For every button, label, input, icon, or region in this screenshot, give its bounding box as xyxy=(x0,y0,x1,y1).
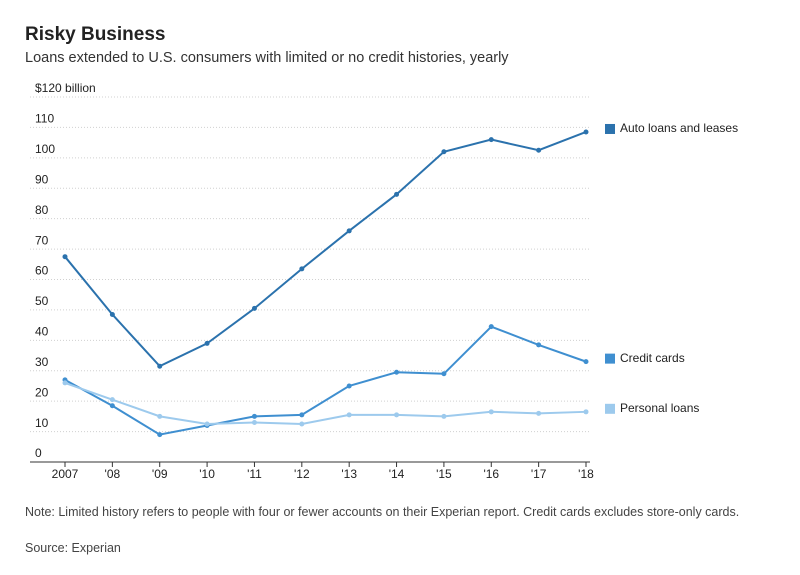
y-tick-label: 60 xyxy=(35,264,49,278)
data-point xyxy=(62,380,68,386)
legend-label: Personal loans xyxy=(620,401,699,415)
x-tick-label: '15 xyxy=(436,467,452,481)
data-point xyxy=(299,266,305,272)
chart-title: Risky Business xyxy=(25,24,166,45)
y-tick-label: 20 xyxy=(35,385,49,399)
data-point xyxy=(394,412,400,418)
chart: 0 10 20 30 40 50 60 70 80 90 100 110 $120 billion 200… xyxy=(30,81,738,481)
data-point xyxy=(157,432,163,438)
y-tick-label: 80 xyxy=(35,203,49,217)
x-tick-label: '11 xyxy=(247,467,262,481)
source: Source: Experian xyxy=(25,541,121,555)
data-point xyxy=(204,421,210,427)
data-point xyxy=(536,342,542,348)
data-point xyxy=(204,340,210,346)
legend-swatch xyxy=(605,403,615,414)
data-point xyxy=(583,409,589,415)
data-point xyxy=(157,363,163,369)
data-point xyxy=(488,409,494,415)
y-tick-label: 0 xyxy=(35,446,42,460)
data-point xyxy=(299,412,305,418)
y-tick-label: 50 xyxy=(35,294,49,308)
data-point xyxy=(441,149,447,155)
data-point xyxy=(251,419,257,425)
series-line xyxy=(64,381,587,425)
data-point xyxy=(583,359,589,365)
data-point xyxy=(583,129,589,135)
series-line xyxy=(64,131,587,368)
x-tick-label: '08 xyxy=(105,467,121,481)
data-point xyxy=(346,412,352,418)
data-point xyxy=(394,191,400,197)
y-tick-label: 40 xyxy=(35,325,49,339)
y-tick-label: 110 xyxy=(35,112,54,126)
y-tick-label: 30 xyxy=(35,355,49,369)
x-tick-label: '13 xyxy=(341,467,357,481)
series-line xyxy=(64,325,587,436)
data-point xyxy=(251,413,257,419)
data-point xyxy=(109,403,115,409)
data-point xyxy=(109,311,115,317)
data-point xyxy=(536,147,542,153)
data-point xyxy=(346,383,352,389)
x-tick-label: '14 xyxy=(389,467,405,481)
data-point xyxy=(488,137,494,143)
note: Note: Limited history refers to people w… xyxy=(25,505,740,519)
data-point xyxy=(441,413,447,419)
legend-swatch xyxy=(605,123,615,134)
x-tick-label: '09 xyxy=(152,467,168,481)
legend-swatch xyxy=(605,353,615,364)
x-tick-label: '12 xyxy=(294,467,310,481)
data-point xyxy=(299,421,305,427)
x-tick-label: '17 xyxy=(531,467,547,481)
x-tick-label: '10 xyxy=(199,467,215,481)
data-point xyxy=(62,254,68,260)
data-point xyxy=(394,369,400,375)
x-tick-label: 2007 xyxy=(52,467,79,481)
x-tick-label: '16 xyxy=(483,467,499,481)
data-point xyxy=(109,397,115,403)
y-tick-label: $120 billion xyxy=(35,81,96,95)
data-point xyxy=(488,324,494,330)
data-point xyxy=(441,371,447,377)
legend-label: Credit cards xyxy=(620,351,685,365)
y-tick-label: 100 xyxy=(35,142,55,156)
x-tick-label: '18 xyxy=(578,467,594,481)
y-tick-label: 10 xyxy=(35,416,49,430)
data-point xyxy=(157,413,163,419)
chart-subtitle: Loans extended to U.S. consumers with li… xyxy=(25,50,509,66)
data-point xyxy=(346,228,352,234)
legend-label: Auto loans and leases xyxy=(620,121,738,135)
y-tick-label: 90 xyxy=(35,172,49,186)
y-tick-label: 70 xyxy=(35,233,49,247)
data-point xyxy=(251,305,257,311)
data-point xyxy=(536,410,542,416)
